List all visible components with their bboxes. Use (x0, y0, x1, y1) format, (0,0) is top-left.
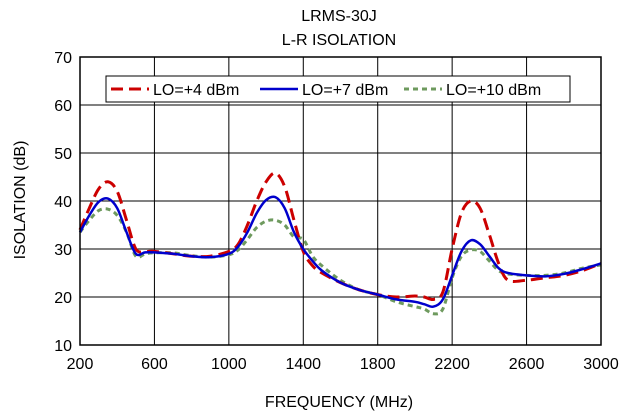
y-tick-labels: 10 20 30 40 50 60 70 (54, 50, 72, 355)
x-tick-label: 1000 (211, 356, 247, 373)
y-tick-label: 30 (54, 242, 72, 259)
y-axis-label: ISOLATION (dB) (12, 141, 29, 260)
x-tick-label: 200 (67, 356, 94, 373)
plot-frame (79, 56, 602, 346)
x-tick-labels: 200 600 1000 1400 1800 2200 2600 3000 (67, 356, 619, 373)
legend-label-3: LO=+10 dBm (446, 82, 541, 99)
legend: LO=+4 dBm LO=+7 dBm LO=+10 dBm (105, 75, 571, 103)
x-tick-label: 2200 (434, 356, 470, 373)
x-tick-label: 1400 (285, 356, 321, 373)
y-tick-label: 60 (54, 98, 72, 115)
grid-lines (80, 57, 601, 345)
x-tick-label: 600 (141, 356, 168, 373)
legend-label-1: LO=+4 dBm (153, 82, 239, 99)
legend-box (105, 75, 571, 103)
chart-subtitle: L-R ISOLATION (282, 32, 396, 49)
y-tick-label: 10 (54, 338, 72, 355)
x-tick-label: 2600 (509, 356, 545, 373)
series-lines (78, 171, 602, 316)
chart-title: LRMS-30J (301, 8, 377, 25)
x-tick-label: 3000 (583, 356, 619, 373)
y-tick-label: 70 (54, 50, 72, 67)
series-line-1 (78, 171, 602, 302)
x-axis-label: FREQUENCY (MHz) (265, 394, 413, 411)
y-tick-label: 40 (54, 194, 72, 211)
y-tick-label: 20 (54, 290, 72, 307)
x-tick-label: 1800 (360, 356, 396, 373)
series-line-2 (78, 195, 602, 309)
series-line-3 (78, 207, 602, 316)
y-tick-label: 50 (54, 146, 72, 163)
legend-label-2: LO=+7 dBm (302, 82, 388, 99)
